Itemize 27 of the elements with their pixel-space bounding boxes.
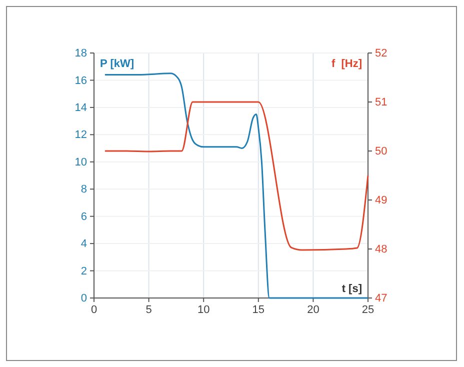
y2-tick-label: 49	[375, 194, 388, 207]
y-tick-label: 16	[74, 74, 87, 87]
y-tick-label: 4	[80, 238, 87, 250]
y-tick-label: 18	[74, 48, 87, 60]
y2-axis-title: f [Hz]	[331, 58, 362, 70]
y-tick-label: 6	[80, 210, 87, 223]
line-series	[104, 101, 369, 251]
y-tick-label: 2	[80, 265, 87, 278]
y-tick-label: 10	[74, 156, 87, 168]
y-tick-label: 0	[80, 292, 87, 305]
y2-tick-label: 47	[375, 292, 388, 305]
x-tick-label: 0	[90, 304, 98, 316]
y2-tick-label: 51	[375, 96, 388, 109]
y-tick-label: 12	[74, 129, 87, 142]
x-tick-label: 10	[197, 304, 210, 316]
y-tick-label: 14	[74, 102, 87, 114]
x-tick-label: 15	[252, 304, 265, 316]
y-axis-title: P [kW]	[100, 58, 134, 70]
y-tick-label: 8	[80, 184, 87, 196]
y2-tick-label: 52	[375, 48, 388, 60]
x-tick-label: 5	[146, 304, 152, 316]
x-tick-label: 20	[307, 304, 320, 316]
line-series	[104, 72, 369, 299]
y2-tick-label: 48	[375, 244, 388, 256]
y2-tick-label: 50	[375, 146, 388, 158]
x-axis-title: t [s]	[342, 283, 362, 295]
x-tick-label: 25	[362, 304, 374, 316]
